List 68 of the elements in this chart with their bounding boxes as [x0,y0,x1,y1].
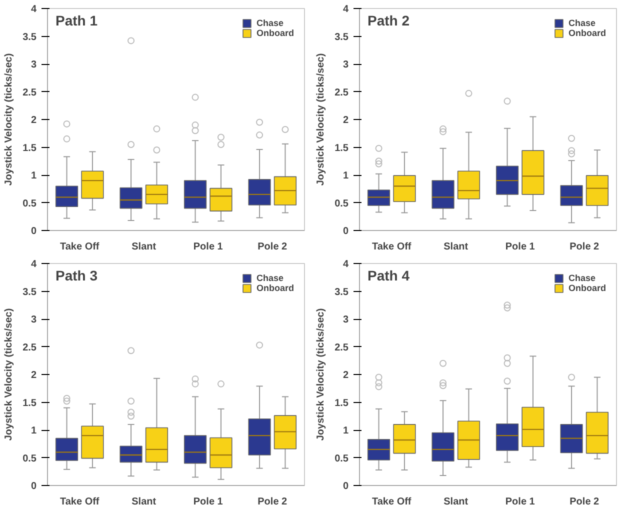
y-tick-label: 3 [30,314,37,326]
y-tick-label: 2.5 [334,87,349,98]
y-tick-label: 4 [342,4,349,15]
y-axis-title: Joystick Velocity (ticks/sec) [316,53,327,186]
x-tick-label: Take Off [372,496,412,508]
y-tick-label: 4 [30,4,37,15]
y-axis-title: Joystick Velocity (ticks/sec) [316,308,327,441]
chart-title: Path 4 [368,268,410,284]
y-tick-label: 1.5 [22,398,37,409]
chart-title: Path 3 [56,268,98,284]
y-tick-label: 3.5 [334,32,349,43]
y-tick-label: 0 [342,226,349,237]
legend-label: Onboard [568,28,606,38]
legend-label: Onboard [256,28,294,38]
x-tick-label: Slant [444,496,469,508]
legend-label: Chase [256,18,284,28]
y-tick-label: 1.5 [334,142,349,154]
y-tick-label: 0.5 [22,198,37,210]
y-tick-label: 0 [30,481,37,492]
y-tick-label: 1 [30,426,37,436]
y-tick-label: 1 [342,426,349,436]
x-tick-label: Pole 2 [258,242,288,252]
y-tick-label: 0.5 [334,198,349,210]
y-tick-label: 2.5 [22,342,37,354]
x-tick-label: Slant [132,242,157,252]
x-tick-label: Pole 2 [570,242,600,252]
y-tick-label: 1.5 [334,398,349,409]
y-tick-label: 4 [342,259,349,270]
y-tick-label: 0 [342,481,349,492]
y-tick-label: 1 [342,170,349,182]
y-tick-label: 3 [30,60,37,70]
x-tick-label: Take Off [60,242,100,252]
x-tick-label: Slant [132,496,157,508]
y-tick-label: 3.5 [22,32,37,43]
y-tick-label: 1 [30,170,37,182]
y-tick-label: 2.5 [22,87,37,98]
legend-label: Onboard [568,283,606,293]
y-tick-label: 2.5 [334,342,349,354]
legend-label: Onboard [256,283,294,293]
legend-label: Chase [568,18,596,28]
legend-label: Chase [256,273,284,283]
chart-title: Path 2 [368,12,410,28]
y-tick-label: 2 [30,115,37,126]
legend-label: Chase [568,273,596,283]
y-tick-label: 3.5 [334,286,349,298]
x-tick-label: Slant [444,242,469,252]
y-tick-label: 2 [342,370,349,381]
y-tick-label: 1.5 [22,142,37,154]
y-tick-label: 3.5 [22,286,37,298]
y-axis-title: Joystick Velocity (ticks/sec) [4,308,15,441]
y-tick-label: 2 [30,370,37,381]
y-axis-title: Joystick Velocity (ticks/sec) [4,53,15,186]
y-tick-label: 3 [342,60,349,70]
x-tick-label: Take Off [372,242,412,252]
x-tick-label: Take Off [60,496,100,508]
y-tick-label: 0 [30,226,37,237]
y-tick-label: 4 [30,259,37,270]
x-tick-label: Pole 1 [505,496,536,508]
y-tick-label: 3 [342,314,349,326]
y-tick-label: 2 [342,115,349,126]
chart-title: Path 1 [56,12,98,28]
x-tick-label: Pole 1 [193,496,224,508]
x-tick-label: Pole 2 [570,496,600,508]
y-tick-label: 0.5 [22,453,37,464]
y-tick-label: 0.5 [334,453,349,464]
x-tick-label: Pole 2 [258,496,288,508]
x-tick-label: Pole 1 [505,242,536,252]
x-tick-label: Pole 1 [193,242,224,252]
